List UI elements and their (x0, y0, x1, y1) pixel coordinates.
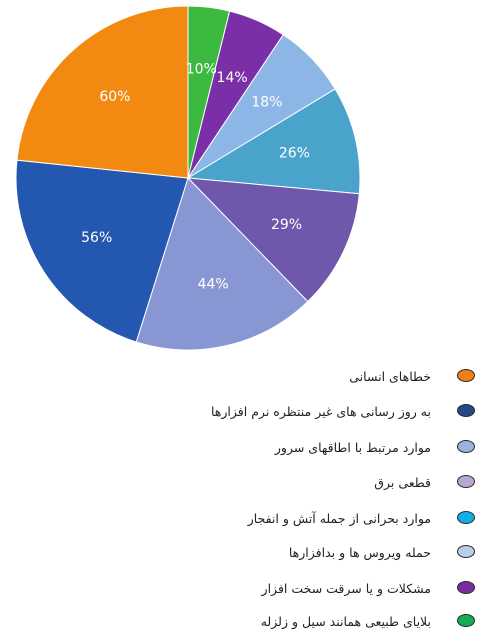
pie-chart: 10%14%18% 26% 29% 44% 56% 60% (15, 5, 361, 351)
pie-slices (15, 5, 361, 351)
slice-data-label: 18% (251, 94, 282, 110)
slice-data-label: 29% (271, 217, 302, 233)
legend-item: قطعی برق (0, 472, 491, 496)
legend-swatch-icon (457, 369, 475, 382)
legend-swatch-icon (457, 581, 475, 594)
legend-item: موارد مرتبط با اطاقهای سرور (0, 437, 491, 461)
legend: خطاهای انسانی به روز رسانی های غیر منتظر… (0, 358, 491, 639)
legend-label: قطعی برق (374, 475, 431, 490)
pie-slice (15, 159, 189, 343)
slice-data-label: 56% (81, 230, 112, 246)
pie-slice (135, 177, 309, 351)
legend-item: حمله ویروس ها و بدافزارها (0, 542, 491, 566)
legend-swatch-icon (457, 440, 475, 453)
legend-item: بلایای طبیعی همانند سیل و زلزله (0, 611, 491, 635)
pie-slice-labels: 10%14%18% 26% 29% 44% 56% 60% (81, 62, 310, 293)
slice-data-label: 14% (217, 70, 248, 86)
legend-item: به روز رسانی های غیر منتظره نرم افزارها (0, 401, 491, 425)
legend-label: به روز رسانی های غیر منتظره نرم افزارها (210, 404, 431, 419)
legend-label: موارد بحرانی از جمله آتش و انفجار (247, 511, 431, 526)
slice-data-label: 10% (186, 62, 217, 78)
legend-swatch-icon (457, 404, 475, 417)
pie-slice (186, 88, 361, 195)
legend-swatch-icon (457, 614, 475, 627)
legend-item: مشکلات و یا سرقت سخت افزار (0, 578, 491, 602)
legend-label: بلایای طبیعی همانند سیل و زلزله (260, 614, 431, 629)
pie-slice (16, 5, 189, 179)
pie-slice (186, 177, 360, 303)
slice-data-label: 26% (279, 146, 310, 162)
slice-data-label: 60% (99, 89, 130, 105)
legend-label: موارد مرتبط با اطاقهای سرور (274, 440, 431, 455)
legend-item: موارد بحرانی از جمله آتش و انفجار (0, 508, 491, 532)
legend-swatch-icon (457, 545, 475, 558)
legend-label: حمله ویروس ها و بدافزارها (288, 545, 431, 560)
legend-label: مشکلات و یا سرقت سخت افزار (261, 581, 431, 596)
legend-swatch-icon (457, 475, 475, 488)
slice-data-label: 44% (198, 276, 229, 292)
legend-item: خطاهای انسانی (0, 366, 491, 390)
legend-swatch-icon (457, 511, 475, 524)
legend-label: خطاهای انسانی (349, 369, 431, 384)
